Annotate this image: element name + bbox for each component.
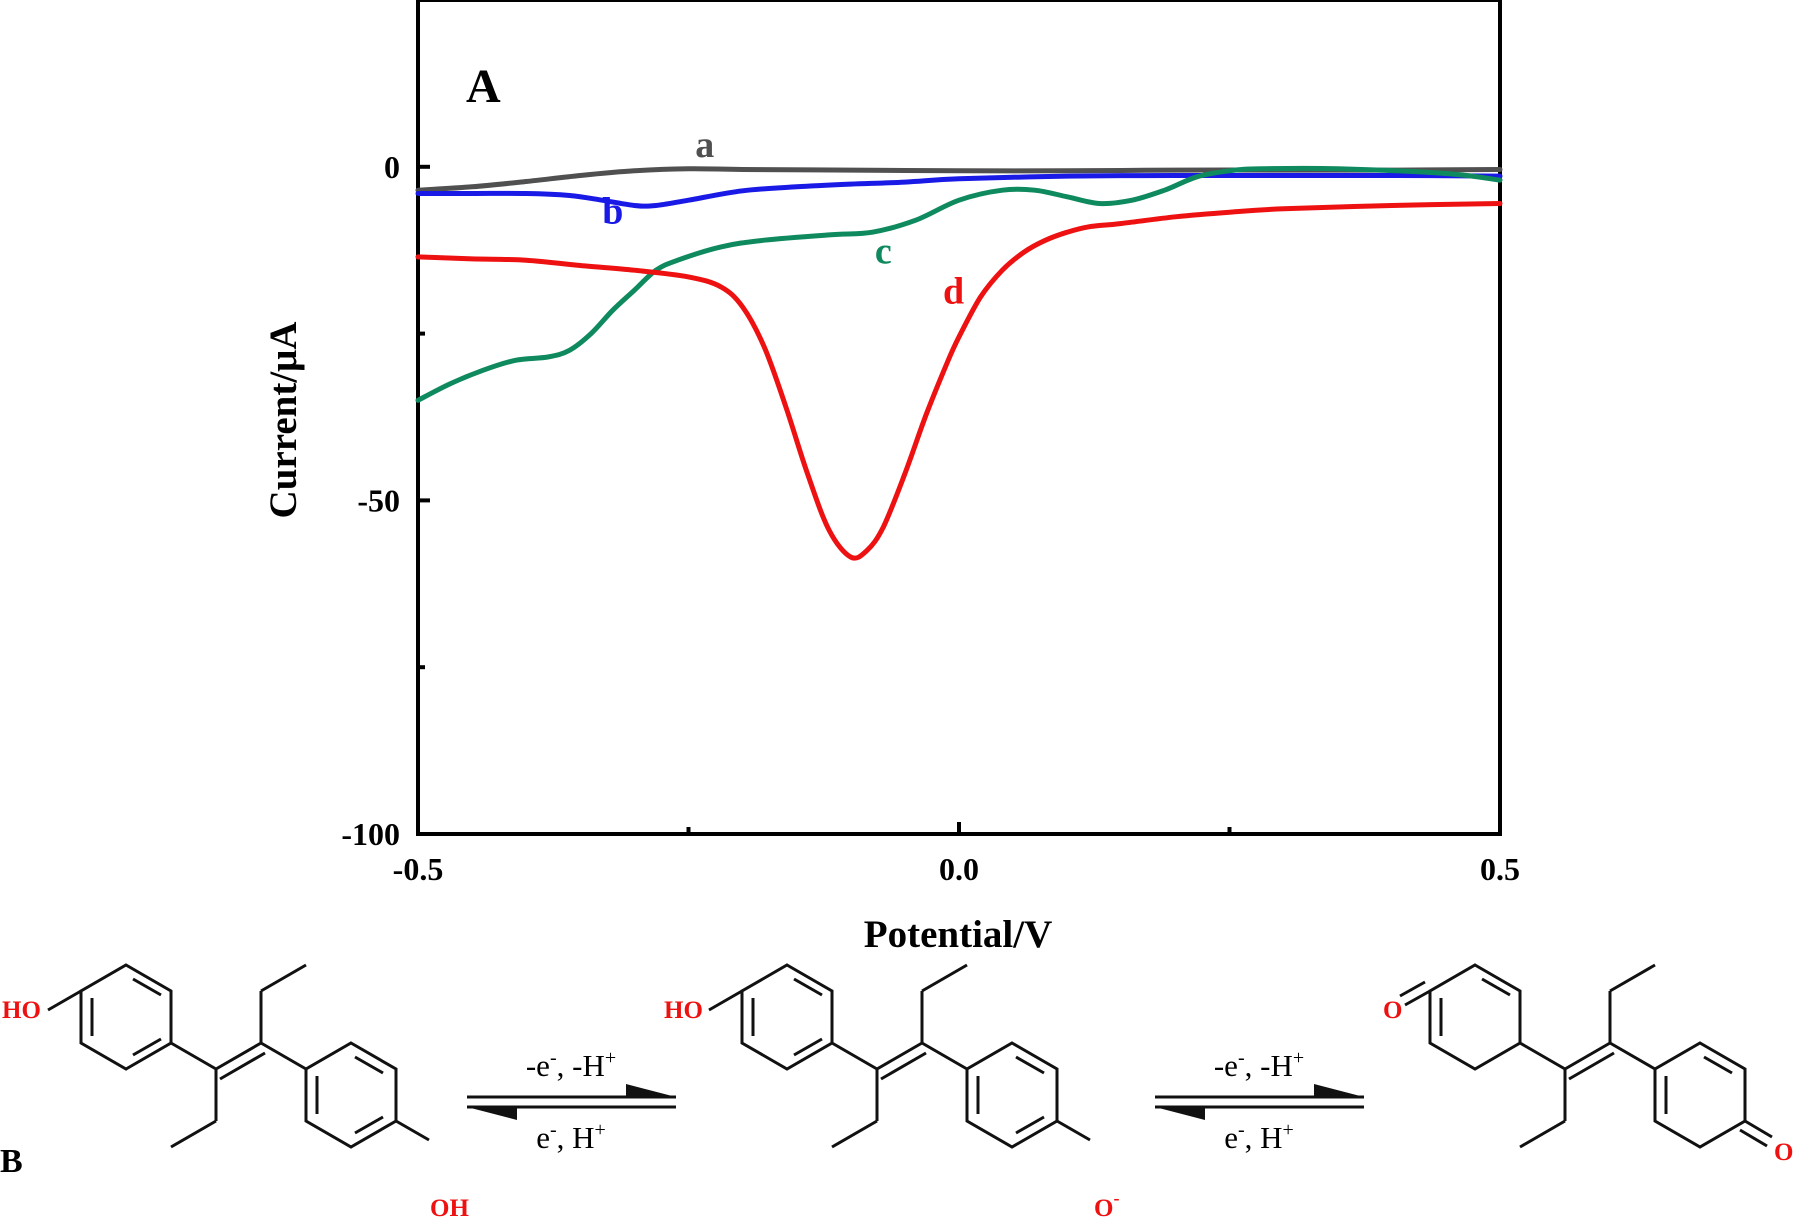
mol2-hydroxyl-top: HO <box>664 997 703 1024</box>
series-labels: a b c d <box>602 124 964 313</box>
x-axis-label: Potential/V <box>864 913 1052 956</box>
y-tick-label: -100 <box>341 816 400 852</box>
series-b-label: b <box>602 191 623 233</box>
voltammogram-chart: -0.5 0.0 0.5 0 -50 -100 a b c d A Potential/V Cu… <box>262 0 1520 956</box>
x-tick-label: 0.0 <box>939 851 979 887</box>
mol3-oxo-top: O <box>1383 997 1402 1024</box>
equilibrium-arrows-2 <box>1155 1084 1364 1120</box>
mol2-phenoxide-bottom: O- <box>1094 1188 1119 1218</box>
molecule-phenoxide-intermediate <box>708 963 1091 1149</box>
series-d-line <box>415 201 1503 561</box>
molecule-diethylstilbestrol <box>47 963 430 1149</box>
molecule-quinone <box>1399 963 1773 1149</box>
series-c-line <box>415 165 1503 403</box>
mol1-hydroxyl-top: HO <box>2 997 41 1024</box>
x-tick-label: -0.5 <box>393 851 444 887</box>
arrow1-bottom-label: e-, H+ <box>536 1119 606 1155</box>
series-b-line <box>415 172 1503 209</box>
plot-frame <box>416 0 1502 836</box>
y-tick-label: 0 <box>384 149 400 185</box>
series-d-label: d <box>943 271 964 313</box>
x-tick-label: 0.5 <box>1480 851 1520 887</box>
mol1-hydroxyl-bottom: OH <box>430 1195 469 1218</box>
panel-label-b: B <box>0 1143 23 1180</box>
series-c-label: c <box>875 231 892 273</box>
reaction-scheme: B HO OH <box>0 963 1793 1218</box>
y-axis-label: Current/μA <box>262 322 305 519</box>
y-tick-label: -50 <box>357 482 400 518</box>
mol3-oxo-bottom: O <box>1774 1139 1793 1166</box>
series-layer <box>415 165 1503 561</box>
equilibrium-arrows-1 <box>467 1084 676 1120</box>
series-a-label: a <box>695 124 714 166</box>
ticks-layer: -0.5 0.0 0.5 0 -50 -100 <box>341 149 1520 887</box>
arrow2-bottom-label: e-, H+ <box>1224 1119 1294 1155</box>
arrow2-top-label: -e-, -H+ <box>1214 1047 1304 1083</box>
arrow1-top-label: -e-, -H+ <box>526 1047 616 1083</box>
panel-label-a: A <box>466 60 501 113</box>
